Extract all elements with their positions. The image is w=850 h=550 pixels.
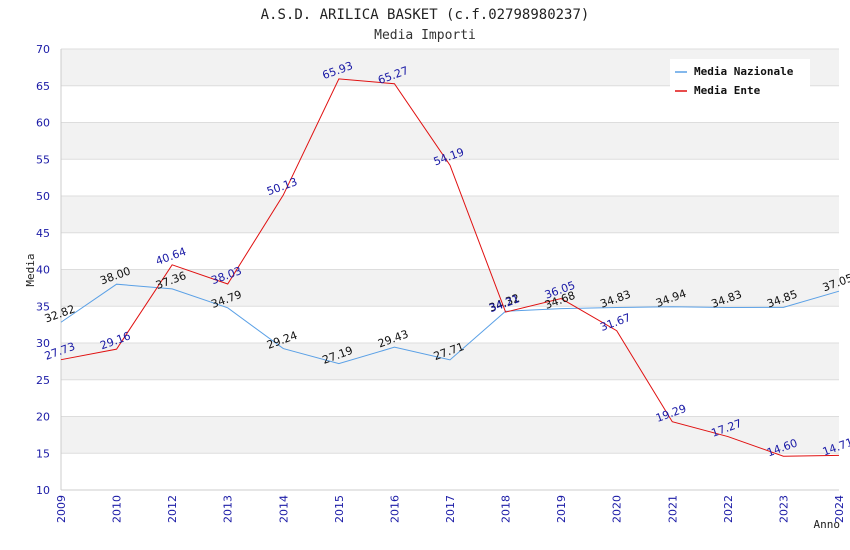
y-tick-label: 50 [36, 190, 50, 203]
x-axis-label: Anno [814, 518, 841, 531]
y-tick-label: 70 [36, 43, 50, 56]
legend: Media Nazionale Media Ente [670, 59, 810, 103]
grid-bands [61, 49, 839, 490]
y-tick-label: 60 [36, 117, 50, 130]
x-tick-label: 2023 [777, 495, 790, 523]
grid-band [61, 196, 839, 233]
grid-band [61, 269, 839, 307]
x-tick-label: 2018 [500, 495, 513, 523]
x-tick-label: 2021 [666, 495, 679, 523]
series-line-media-nazionale [60, 283, 840, 365]
legend-label-media-ente: Media Ente [694, 84, 761, 97]
y-tick-label: 40 [36, 264, 50, 277]
x-tick-label: 2017 [444, 495, 457, 523]
axes [60, 49, 839, 491]
x-tick-label: 2012 [166, 495, 179, 523]
x-tick-label: 2010 [111, 495, 124, 523]
grid-band [61, 306, 839, 343]
y-axis-label: Media [24, 253, 37, 286]
legend-box [670, 59, 810, 103]
grid-band [61, 453, 839, 490]
x-axis-ticks: 2009 2010 2012 2013 2014 2015 2016 2017 2018 2019… [55, 495, 846, 523]
y-tick-label: 20 [36, 411, 50, 424]
x-tick-label: 2016 [388, 495, 401, 523]
y-tick-label: 15 [36, 447, 50, 460]
grid-band [61, 232, 839, 270]
x-tick-label: 2015 [333, 495, 346, 523]
chart-subtitle: Media Importi [374, 28, 476, 43]
grid-band [61, 122, 839, 160]
y-tick-label: 45 [36, 227, 50, 240]
x-tick-label: 2009 [55, 495, 68, 523]
grid-band [61, 343, 839, 380]
legend-label-media-nazionale: Media Nazionale [694, 65, 794, 78]
y-tick-label: 65 [36, 80, 50, 93]
x-tick-label: 2019 [555, 495, 568, 523]
y-tick-label: 25 [36, 374, 50, 387]
x-tick-label: 2014 [277, 495, 290, 523]
x-tick-label: 2022 [722, 495, 735, 523]
grid-band [61, 379, 839, 417]
chart-title: A.S.D. ARILICA BASKET (c.f.02798980237) [261, 7, 590, 23]
y-tick-label: 10 [36, 484, 50, 497]
y-axis-ticks: 10 15 20 25 30 35 40 45 50 55 60 65 70 [36, 43, 50, 497]
series-line-media-ente [60, 78, 840, 457]
x-tick-label: 2024 [833, 495, 846, 523]
x-tick-label: 2020 [611, 495, 624, 523]
y-tick-label: 35 [36, 300, 50, 313]
grid-band [61, 416, 839, 454]
y-tick-label: 55 [36, 153, 50, 166]
series-lines [60, 78, 840, 457]
y-tick-label: 30 [36, 337, 50, 350]
x-tick-label: 2013 [222, 495, 235, 523]
